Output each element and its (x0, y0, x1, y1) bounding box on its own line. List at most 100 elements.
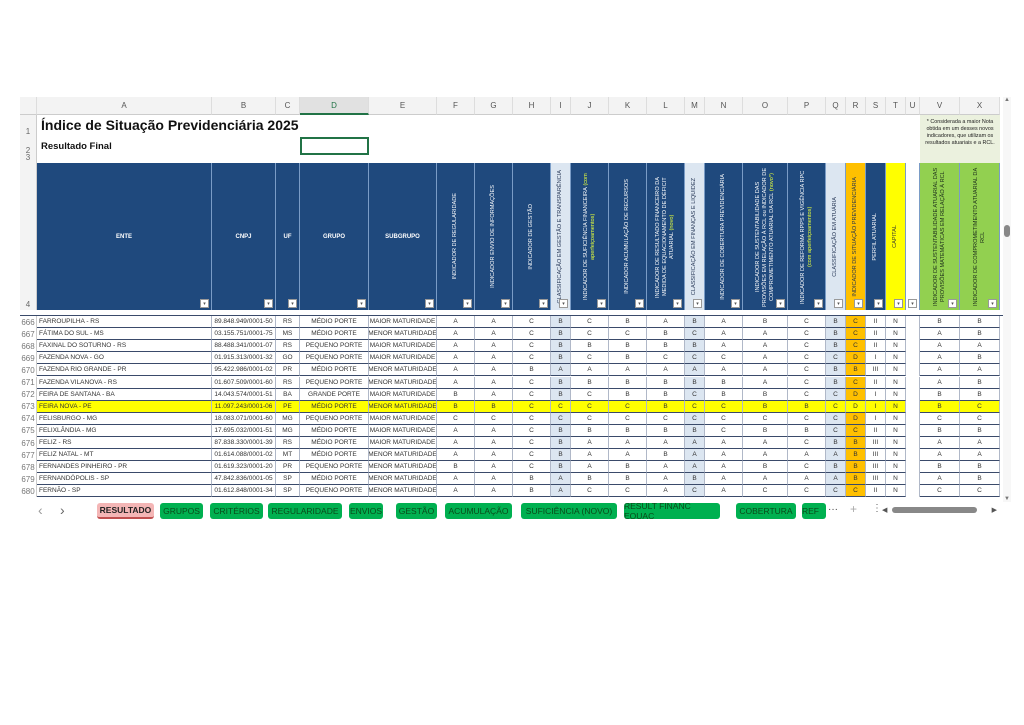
column-header-V[interactable]: V (920, 97, 960, 115)
table-cell[interactable]: C (846, 485, 866, 498)
table-cell[interactable]: N (886, 388, 906, 401)
table-cell[interactable]: B (920, 400, 960, 413)
row-number[interactable]: 1 (20, 115, 37, 137)
table-cell[interactable]: C (846, 328, 866, 341)
table-cell[interactable]: A (705, 364, 743, 377)
table-cell[interactable]: D (846, 400, 866, 413)
table-cell[interactable]: B (551, 437, 571, 450)
table-cell[interactable]: A (437, 485, 475, 498)
table-cell[interactable]: A (437, 340, 475, 353)
table-cell[interactable]: PEQUENO PORTE (300, 412, 369, 425)
table-cell[interactable]: C (826, 400, 846, 413)
table-cell[interactable]: A (475, 316, 513, 329)
table-cell[interactable]: C (788, 437, 826, 450)
table-cell[interactable]: C (788, 412, 826, 425)
table-cell[interactable]: B (609, 340, 647, 353)
table-cell[interactable]: A (920, 340, 960, 353)
scroll-right-icon[interactable]: ▶ (991, 507, 997, 514)
table-cell[interactable]: B (960, 388, 1000, 401)
table-cell[interactable]: C (513, 437, 551, 450)
table-cell[interactable]: A (705, 437, 743, 450)
table-cell[interactable]: A (475, 473, 513, 486)
row-number[interactable]: 666 (20, 316, 37, 329)
table-cell[interactable]: A (475, 364, 513, 377)
table-cell[interactable]: PEQUENO PORTE (300, 376, 369, 389)
filter-dropdown-icon[interactable]: ▾ (731, 299, 740, 308)
table-cell[interactable]: C (513, 388, 551, 401)
table-cell[interactable]: C (475, 412, 513, 425)
table-cell[interactable]: A (437, 437, 475, 450)
table-cell[interactable]: A (743, 340, 788, 353)
table-cell[interactable]: B (685, 424, 705, 437)
table-cell[interactable]: C (743, 412, 788, 425)
table-cell[interactable]: FERNÃO - SP (37, 485, 212, 498)
row-number[interactable]: 669 (20, 352, 37, 365)
table-cell[interactable]: FEIRA NOVA - PE (37, 400, 212, 413)
column-header-U[interactable]: U (906, 97, 920, 115)
table-cell[interactable]: A (920, 437, 960, 450)
table-cell[interactable]: B (647, 340, 685, 353)
row-number[interactable]: 674 (20, 412, 37, 425)
table-cell[interactable]: II (866, 340, 886, 353)
table-cell[interactable] (906, 352, 920, 365)
table-cell[interactable]: A (475, 485, 513, 498)
table-cell[interactable]: C (513, 400, 551, 413)
table-cell[interactable]: 01.614.088/0001-02 (212, 449, 276, 462)
table-cell[interactable]: A (551, 473, 571, 486)
table-cell[interactable]: A (705, 340, 743, 353)
table-cell[interactable]: A (685, 449, 705, 462)
table-cell[interactable]: III (866, 473, 886, 486)
table-cell[interactable]: B (960, 352, 1000, 365)
table-cell[interactable]: MENOR MATURIDADE (369, 376, 437, 389)
table-cell[interactable]: C (705, 424, 743, 437)
spreadsheet-grid[interactable]: A B C D E F G H I J K L M N O P Q R S T U V X 1 2 3 4 Índice de Sit… (20, 97, 1010, 537)
table-cell[interactable]: C (513, 412, 551, 425)
row-number[interactable]: 4 (20, 163, 37, 310)
table-cell[interactable]: B (551, 376, 571, 389)
table-cell[interactable]: MÉDIO PORTE (300, 473, 369, 486)
table-cell[interactable]: I (866, 352, 886, 365)
table-cell[interactable]: C (788, 485, 826, 498)
table-cell[interactable]: A (647, 473, 685, 486)
table-cell[interactable]: 18.083.071/0001-60 (212, 412, 276, 425)
table-cell[interactable]: A (743, 449, 788, 462)
row-number[interactable]: 3 (20, 153, 37, 163)
table-cell[interactable]: A (920, 449, 960, 462)
table-cell[interactable]: C (685, 412, 705, 425)
filter-dropdown-icon[interactable]: ▾ (834, 299, 843, 308)
table-cell[interactable]: B (609, 388, 647, 401)
table-cell[interactable]: A (705, 449, 743, 462)
table-cell[interactable]: B (647, 328, 685, 341)
table-cell[interactable]: FAZENDA NOVA - GO (37, 352, 212, 365)
table-cell[interactable]: B (826, 328, 846, 341)
table-cell[interactable]: II (866, 328, 886, 341)
vertical-scrollbar-thumb[interactable] (1004, 225, 1010, 237)
column-header-D[interactable]: D (300, 97, 369, 115)
table-cell[interactable]: C (960, 400, 1000, 413)
table-cell[interactable]: A (475, 424, 513, 437)
table-cell[interactable]: A (609, 437, 647, 450)
table-cell[interactable]: MG (276, 424, 300, 437)
table-cell[interactable]: B (826, 316, 846, 329)
column-header-X[interactable]: X (960, 97, 1000, 115)
horizontal-scrollbar[interactable]: ◀ ▶ (882, 506, 997, 515)
table-cell[interactable]: C (826, 485, 846, 498)
sheet-tab-crit-rios[interactable]: CRITÉRIOS (210, 503, 263, 519)
sheet-tab-sufici-ncia-novo-[interactable]: SUFICIÊNCIA (NOVO) (521, 503, 617, 519)
table-cell[interactable] (906, 328, 920, 341)
table-cell[interactable]: RS (276, 437, 300, 450)
column-header-K[interactable]: K (609, 97, 647, 115)
table-cell[interactable]: FELIZ NATAL - MT (37, 449, 212, 462)
column-header-S[interactable]: S (866, 97, 886, 115)
table-cell[interactable]: A (960, 449, 1000, 462)
table-cell[interactable]: III (866, 437, 886, 450)
filter-dropdown-icon[interactable]: ▾ (539, 299, 548, 308)
table-cell[interactable]: II (866, 316, 886, 329)
table-cell[interactable]: A (647, 364, 685, 377)
sheet-tab-resultado[interactable]: RESULTADO (97, 503, 154, 519)
table-cell[interactable]: N (886, 461, 906, 474)
column-header-G[interactable]: G (475, 97, 513, 115)
sheet-tab-cobertura[interactable]: COBERTURA (736, 503, 796, 519)
table-cell[interactable]: MG (276, 412, 300, 425)
table-cell[interactable]: MAIOR MATURIDADE (369, 424, 437, 437)
